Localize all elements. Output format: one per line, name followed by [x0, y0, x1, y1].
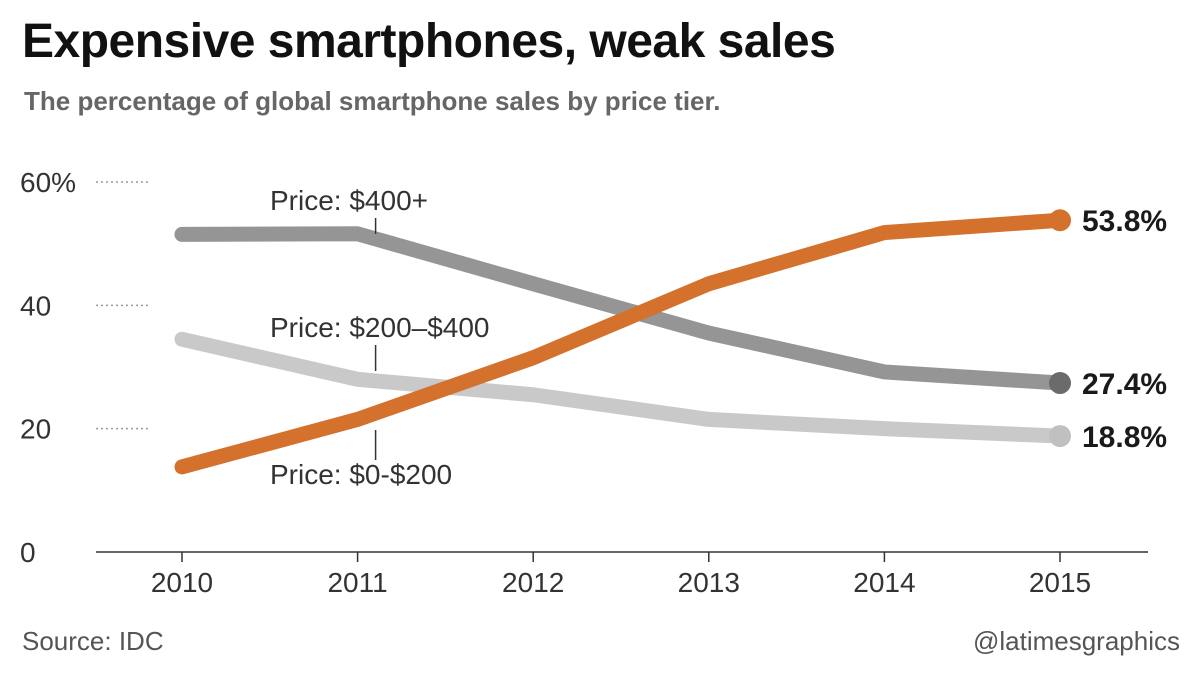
axis-layer: 0 20 40 60% 2010 2011 2012 2013 2014 2015 — [20, 167, 1148, 598]
x-tick-label: 2015 — [1029, 567, 1091, 598]
grid-layer — [96, 181, 148, 430]
y-tick-label: 40 — [20, 290, 51, 321]
data-point — [532, 357, 534, 359]
y-tick-label: 60% — [20, 167, 76, 198]
data-point — [532, 283, 534, 285]
data-point — [181, 466, 183, 468]
y-tick-label: 20 — [20, 414, 51, 445]
data-point — [357, 418, 359, 420]
source-note: Source: IDC — [22, 626, 164, 656]
series-name-label: Price: $400+ — [270, 185, 428, 216]
series-end-dot — [1049, 372, 1071, 395]
series-line — [174, 226, 1068, 391]
x-tick-label: 2011 — [327, 567, 387, 598]
data-point — [708, 418, 710, 420]
series-line — [174, 331, 1068, 444]
data-point — [883, 232, 885, 234]
series-end-label: 18.8% — [1082, 421, 1167, 454]
series-end-dot — [1049, 209, 1071, 232]
data-point — [532, 394, 534, 396]
x-tick-label: 2013 — [678, 567, 740, 598]
series-end-dot — [1049, 425, 1071, 448]
data-point — [708, 332, 710, 334]
data-point — [357, 233, 359, 235]
series-end-label: 27.4% — [1082, 368, 1167, 401]
data-point — [883, 428, 885, 430]
credit-note: @latimesgraphics — [972, 626, 1180, 656]
chart-subtitle: The percentage of global smartphone sale… — [24, 86, 721, 116]
label-layer: 27.4% 18.8% 53.8% Price: $400+ Price: $200–$… — [270, 185, 1167, 490]
x-tick-label: 2012 — [502, 567, 564, 598]
data-point — [708, 283, 710, 285]
y-tick-label: 0 — [20, 537, 36, 568]
data-point — [181, 338, 183, 340]
data-point — [181, 233, 183, 235]
data-point — [357, 378, 359, 380]
x-tick-label: 2010 — [151, 567, 213, 598]
chart-title: Expensive smartphones, weak sales — [22, 15, 836, 68]
x-tick-label: 2014 — [853, 567, 915, 598]
series-name-label: Price: $0-$200 — [270, 459, 452, 490]
data-point — [883, 371, 885, 373]
series-name-label: Price: $200–$400 — [270, 312, 490, 343]
series-end-label: 53.8% — [1082, 205, 1167, 238]
series-layer — [174, 212, 1068, 475]
series-line — [174, 212, 1068, 475]
